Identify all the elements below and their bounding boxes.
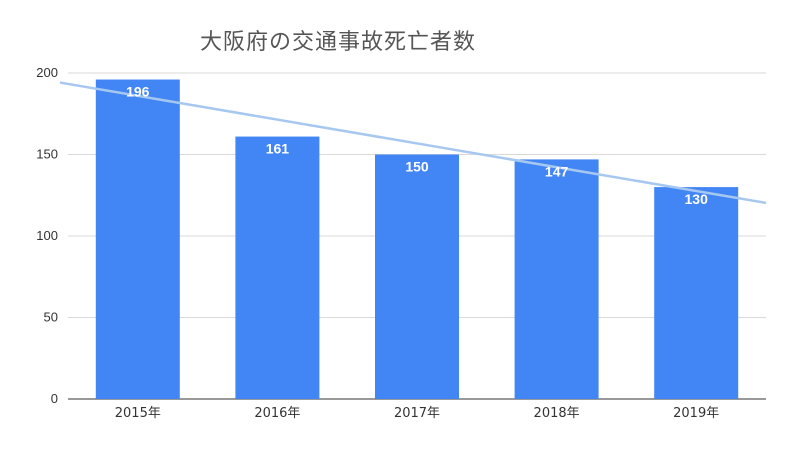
- bar: [654, 187, 739, 399]
- bar: [95, 79, 180, 400]
- data-label: 150: [405, 159, 429, 175]
- y-tick-label: 0: [51, 391, 58, 406]
- data-label: 196: [126, 84, 150, 100]
- trendline: [59, 81, 767, 205]
- bar-layer: [95, 79, 739, 400]
- bar: [514, 159, 599, 399]
- bar: [235, 136, 320, 399]
- data-label: 147: [545, 163, 569, 179]
- data-label: 130: [685, 191, 709, 207]
- x-tick-label: 2015年: [115, 406, 161, 421]
- chart-title: 大阪府の交通事故死亡者数: [200, 30, 477, 55]
- y-tick-label: 200: [36, 65, 58, 80]
- trend-layer: [59, 81, 767, 205]
- y-tick-label: 50: [44, 310, 58, 325]
- bar: [375, 154, 459, 399]
- data-label: 161: [266, 141, 290, 157]
- y-tick-label: 100: [36, 228, 58, 243]
- x-tick-label: 2018年: [534, 406, 580, 421]
- x-tick-label: 2017年: [394, 406, 440, 421]
- x-tick-label: 2019年: [673, 406, 719, 421]
- y-tick-label: 150: [36, 147, 58, 162]
- label-layer: 0 50 100 150 200 196 2015年 161 2016年 150 2017年 147 2…: [36, 65, 719, 421]
- x-tick-label: 2016年: [254, 406, 300, 421]
